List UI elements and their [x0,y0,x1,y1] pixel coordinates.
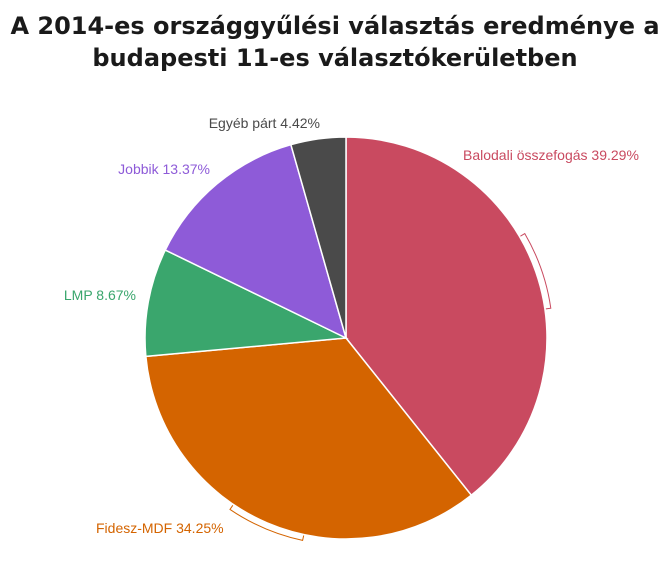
pie-slice-0 [345,136,548,497]
slice-labels: Balodali összefogás 39.29% Fidesz-MDF 34.… [64,115,639,536]
pie-slice-2 [144,249,349,358]
slice-label-0: Balodali összefogás 39.29% [463,147,639,163]
slice-label-2: LMP 8.67% [64,287,136,303]
label-leaders [229,232,552,541]
pie-slice-4 [289,136,347,339]
label-bracket-0 [520,232,552,310]
chart-title-line-2: budapesti 11-es választókerületben [92,44,578,72]
pie-slice-1 [145,337,473,540]
slice-label-1: Fidesz-MDF 34.25% [96,520,224,536]
chart-title: A 2014-es országgyűlési választás eredmé… [0,10,670,74]
chart-title-line-1: A 2014-es országgyűlési választás eredmé… [10,12,660,40]
pie-slice-3 [164,143,348,340]
slice-label-3: Jobbik 13.37% [118,161,210,177]
slice-label-4: Egyéb párt 4.42% [209,115,320,131]
pie-slices [144,136,548,540]
label-bracket-1 [229,505,305,541]
